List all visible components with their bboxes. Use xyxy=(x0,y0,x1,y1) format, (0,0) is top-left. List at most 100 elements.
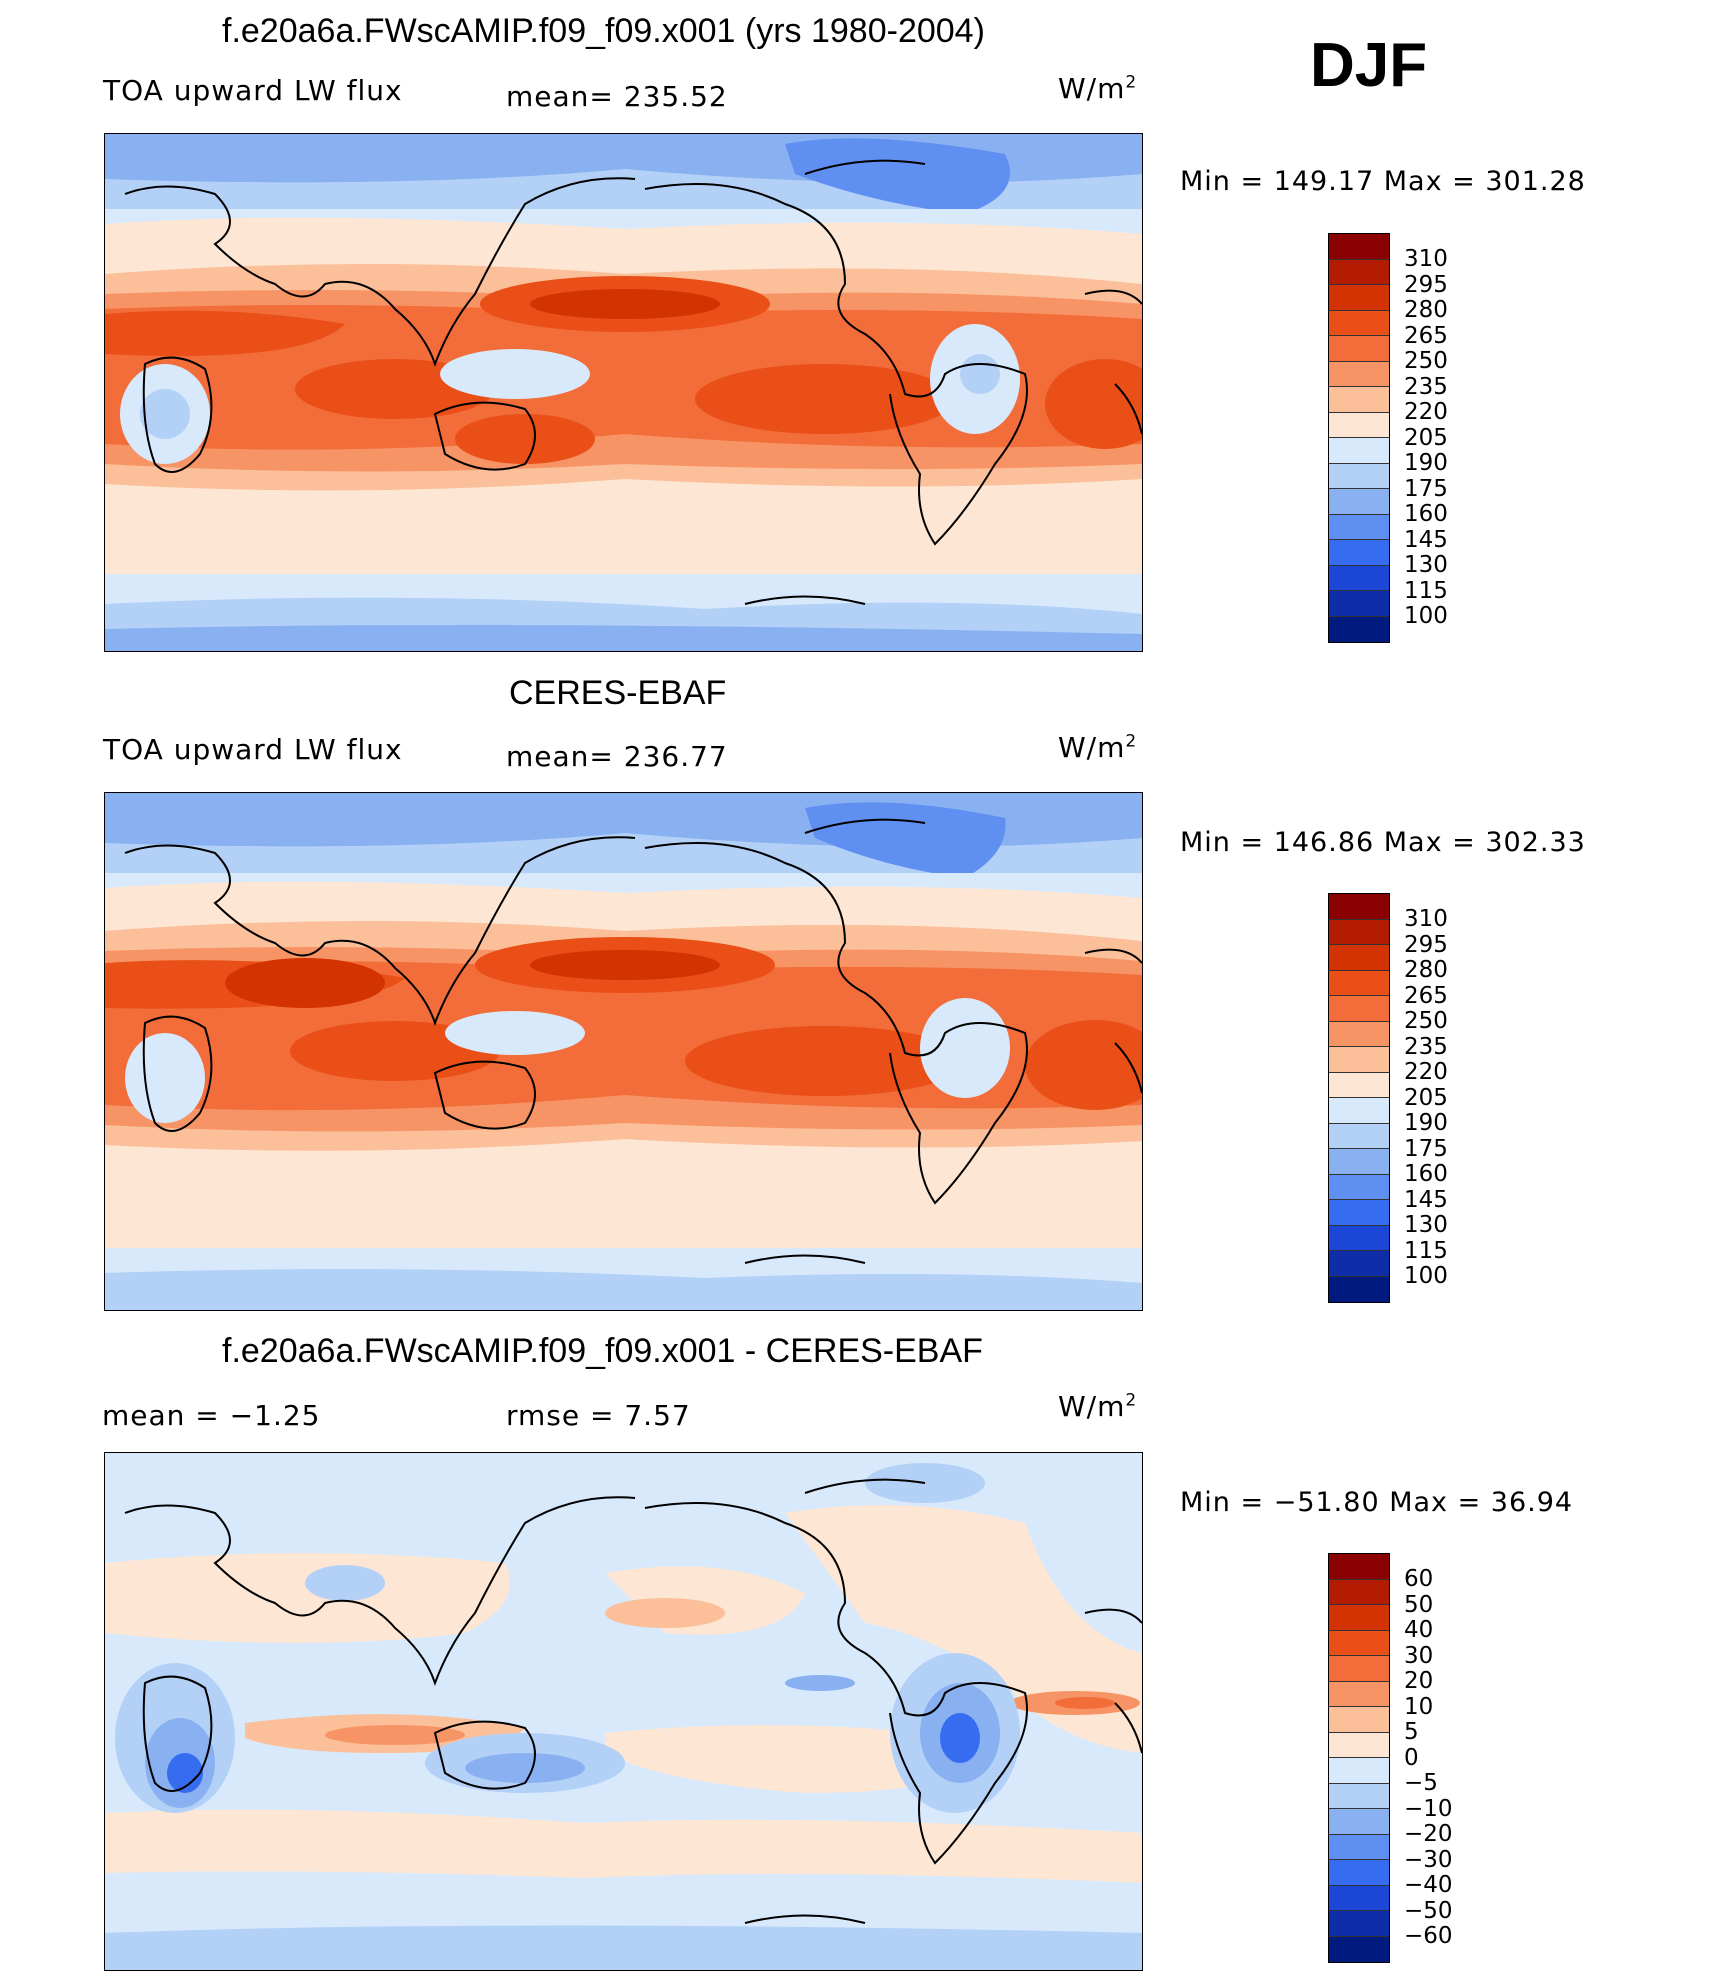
colorbar-tick: 190 xyxy=(1404,450,1448,476)
panel-3-map xyxy=(104,1452,1143,1971)
colorbar-swatch xyxy=(1329,1098,1389,1124)
season-label: DJF xyxy=(1310,31,1428,100)
colorbar-tick: −50 xyxy=(1404,1897,1453,1924)
colorbar-swatch xyxy=(1329,919,1389,945)
colorbar-swatch xyxy=(1329,1630,1389,1656)
colorbar-swatch xyxy=(1329,1174,1389,1200)
colorbar-tick: −20 xyxy=(1404,1821,1453,1847)
panel-2-colorbar-ticks: 310 295 280 265 250 235 220 205 190 175 … xyxy=(1404,906,1448,1290)
colorbar-tick: 100 xyxy=(1404,603,1448,629)
colorbar-swatch xyxy=(1329,1225,1389,1251)
panel-1-minmax: Min = 149.17 Max = 301.28 xyxy=(1180,166,1586,197)
colorbar-tick: 235 xyxy=(1404,373,1448,400)
colorbar-swatch xyxy=(1329,1276,1389,1302)
panel-2-title: CERES-EBAF xyxy=(509,674,727,712)
colorbar-swatch xyxy=(1329,894,1389,920)
panel-1-unit-label: W/m2 xyxy=(1058,72,1137,105)
colorbar-tick: 280 xyxy=(1404,957,1448,983)
colorbar-swatch xyxy=(1329,1707,1389,1733)
unit-text: W/m xyxy=(1058,1390,1126,1423)
colorbar-tick: 310 xyxy=(1404,246,1448,272)
colorbar-tick: 175 xyxy=(1404,475,1448,502)
colorbar-swatch xyxy=(1329,1072,1389,1098)
panel-2-map xyxy=(104,792,1143,1311)
colorbar-tick: 250 xyxy=(1404,348,1448,374)
panel-3-unit-label: W/m2 xyxy=(1058,1390,1137,1423)
colorbar-swatch xyxy=(1329,1149,1389,1175)
colorbar-swatch xyxy=(1329,565,1389,591)
colorbar-swatch xyxy=(1329,996,1389,1022)
colorbar-swatch xyxy=(1329,970,1389,996)
colorbar-swatch xyxy=(1329,1200,1389,1226)
colorbar-tick: 115 xyxy=(1404,1237,1448,1264)
colorbar-tick: 160 xyxy=(1404,1161,1448,1187)
colorbar-swatch xyxy=(1329,1579,1389,1605)
colorbar-tick: 20 xyxy=(1404,1668,1434,1694)
colorbar-swatch xyxy=(1329,285,1389,311)
colorbar-swatch xyxy=(1329,1021,1389,1047)
colorbar-swatch xyxy=(1329,1758,1389,1784)
colorbar-swatch xyxy=(1329,1809,1389,1835)
colorbar-tick: 265 xyxy=(1404,982,1448,1009)
colorbar-swatch xyxy=(1329,489,1389,515)
panel-1-title: f.e20a6a.FWscAMIP.f09_f09.x001 (yrs 1980… xyxy=(222,12,985,50)
unit-superscript: 2 xyxy=(1125,1390,1138,1411)
colorbar-tick: 40 xyxy=(1404,1617,1434,1643)
colorbar-tick: 10 xyxy=(1404,1693,1434,1720)
colorbar-tick: 175 xyxy=(1404,1135,1448,1162)
unit-text: W/m xyxy=(1058,72,1126,105)
panel-1-mean-label: mean= 235.52 xyxy=(506,80,728,113)
colorbar-tick: 160 xyxy=(1404,501,1448,527)
colorbar-tick: 220 xyxy=(1404,1059,1448,1085)
colorbar-tick: 145 xyxy=(1404,1186,1448,1213)
unit-text: W/m xyxy=(1058,731,1126,764)
colorbar-tick: 50 xyxy=(1404,1591,1434,1618)
colorbar-tick: 265 xyxy=(1404,322,1448,349)
colorbar-tick: 0 xyxy=(1404,1744,1419,1771)
colorbar-tick: 130 xyxy=(1404,1212,1448,1238)
colorbar-tick: −5 xyxy=(1404,1770,1438,1796)
colorbar-swatch xyxy=(1329,412,1389,438)
colorbar-tick: 205 xyxy=(1404,424,1448,451)
panel-2-unit-label: W/m2 xyxy=(1058,731,1137,764)
panel-3-rmse-label: rmse = 7.57 xyxy=(506,1399,691,1432)
colorbar-swatch xyxy=(1329,514,1389,540)
colorbar-tick: 145 xyxy=(1404,526,1448,553)
colorbar-swatch xyxy=(1329,1860,1389,1886)
colorbar-tick: 60 xyxy=(1404,1566,1434,1592)
unit-superscript: 2 xyxy=(1125,731,1138,752)
colorbar-swatch xyxy=(1329,1783,1389,1809)
panel-1-map-svg xyxy=(105,134,1142,651)
colorbar-tick: 235 xyxy=(1404,1033,1448,1060)
colorbar-tick: 130 xyxy=(1404,552,1448,578)
colorbar-swatch xyxy=(1329,387,1389,413)
colorbar-tick: 295 xyxy=(1404,271,1448,298)
colorbar-tick: 190 xyxy=(1404,1110,1448,1136)
colorbar-swatch xyxy=(1329,591,1389,617)
colorbar-swatch xyxy=(1329,1047,1389,1073)
colorbar-tick: −30 xyxy=(1404,1846,1453,1873)
colorbar-swatch xyxy=(1329,259,1389,285)
colorbar-tick: 115 xyxy=(1404,577,1448,604)
colorbar-swatch xyxy=(1329,1123,1389,1149)
panel-2-variable-label: TOA upward LW flux xyxy=(103,733,403,766)
panel-3-minmax: Min = −51.80 Max = 36.94 xyxy=(1180,1487,1574,1518)
panel-1-variable-label: TOA upward LW flux xyxy=(103,74,403,107)
colorbar-tick: −40 xyxy=(1404,1872,1453,1898)
colorbar-tick: −10 xyxy=(1404,1795,1453,1822)
panel-3-colorbar xyxy=(1328,1553,1390,1963)
panel-3-title: f.e20a6a.FWscAMIP.f09_f09.x001 - CERES-E… xyxy=(222,1332,983,1370)
panel-2-mean-label: mean= 236.77 xyxy=(506,740,728,773)
panel-1-colorbar-ticks: 310 295 280 265 250 235 220 205 190 175 … xyxy=(1404,246,1448,630)
colorbar-swatch xyxy=(1329,1605,1389,1631)
colorbar-swatch xyxy=(1329,336,1389,362)
colorbar-swatch xyxy=(1329,1656,1389,1682)
panel-2-map-svg xyxy=(105,793,1142,1310)
colorbar-swatch xyxy=(1329,1885,1389,1911)
colorbar-swatch xyxy=(1329,1732,1389,1758)
panel-2-colorbar xyxy=(1328,893,1390,1303)
colorbar-swatch xyxy=(1329,361,1389,387)
colorbar-tick: 280 xyxy=(1404,297,1448,323)
panel-3-mean-label: mean = −1.25 xyxy=(102,1399,321,1432)
colorbar-tick: 205 xyxy=(1404,1084,1448,1111)
